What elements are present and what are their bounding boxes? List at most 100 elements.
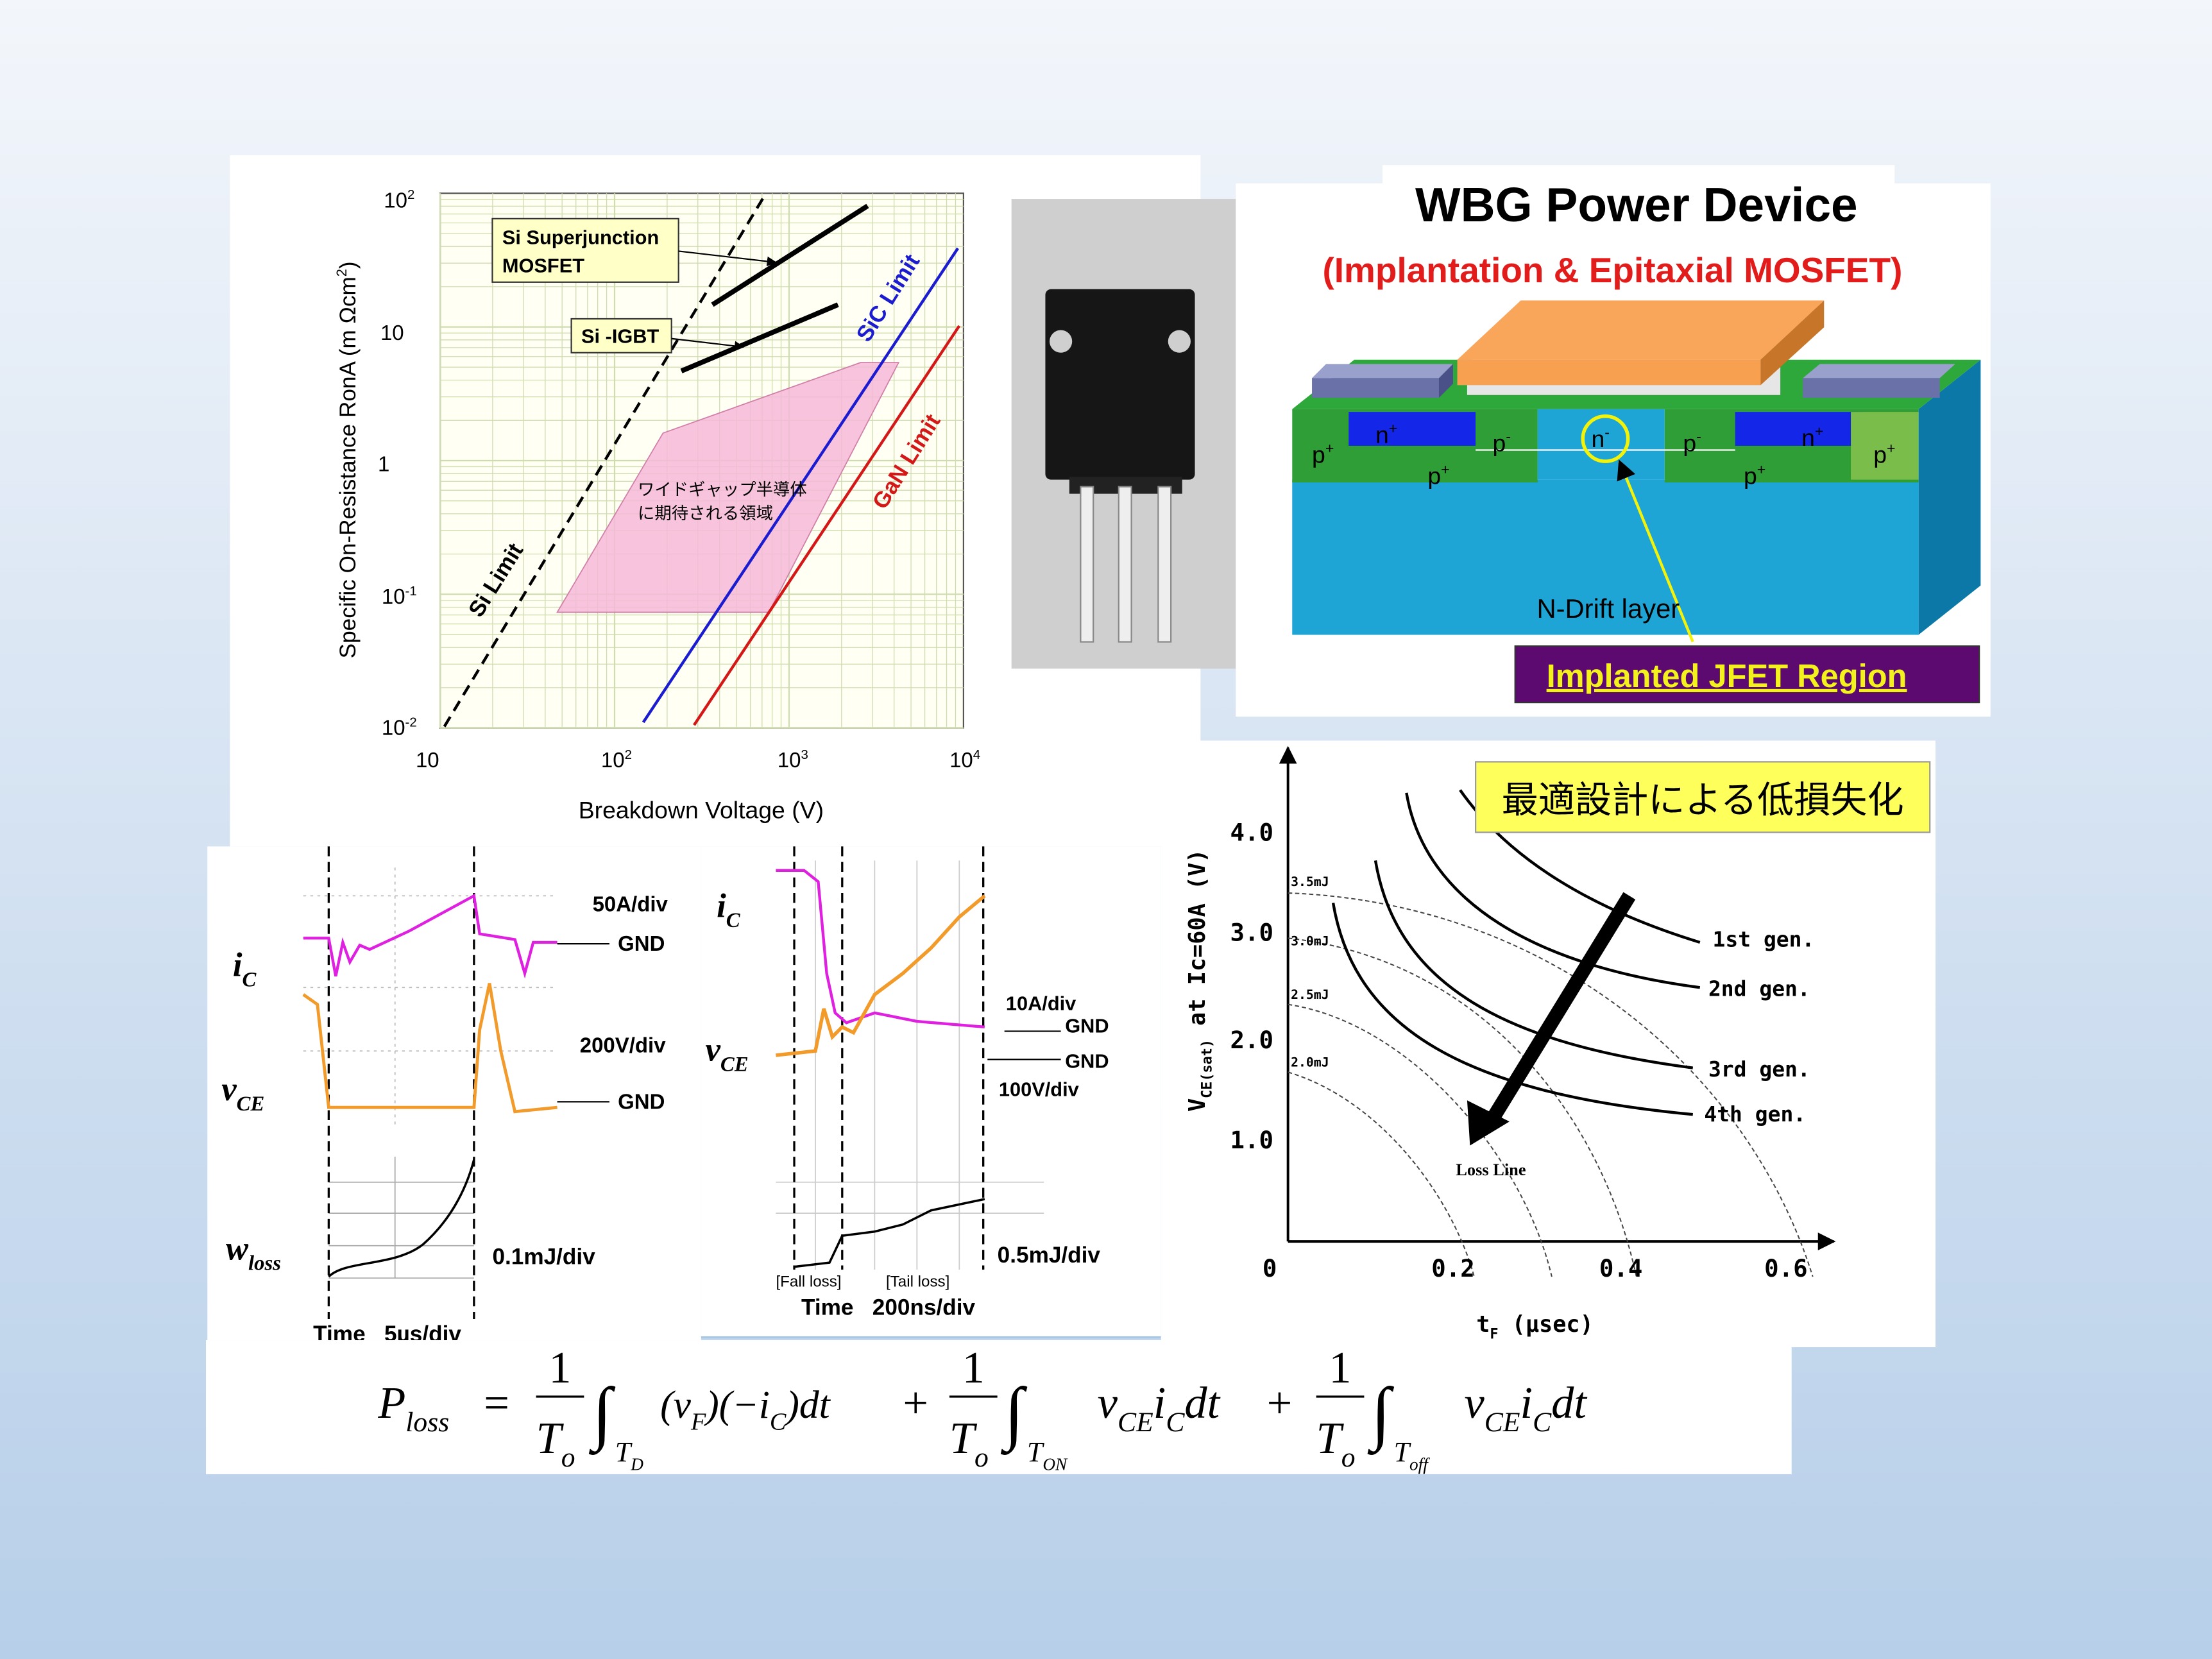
text-part: 10 (384, 188, 407, 212)
formula-term: 1 (962, 1343, 985, 1393)
text-part: 4 (973, 747, 980, 762)
region-label: n+ (1375, 420, 1397, 448)
annotation: Si Superjunction (502, 226, 659, 248)
text-part: -1 (405, 584, 417, 599)
energy-label: 3.0mJ (1291, 933, 1329, 948)
text-part: D (630, 1454, 643, 1474)
formula-term: vCEiCdt (1098, 1378, 1221, 1438)
text-part: 10 (601, 748, 625, 772)
text-part: p (1744, 462, 1757, 489)
text-part: p (1312, 441, 1325, 468)
annotation: [Tail loss] (886, 1273, 949, 1290)
region-label: p+ (1312, 439, 1334, 468)
signal-label: iC (233, 947, 257, 992)
text-part: CE (720, 1053, 749, 1076)
x-tick-label: 102 (601, 747, 632, 772)
text-part: C (242, 969, 257, 992)
formula-term: TD (615, 1436, 643, 1474)
y-tick-label: 2.0 (1230, 1026, 1274, 1054)
text-part: CE(sat) (1199, 1039, 1215, 1098)
formula-term: vCEiCdt (1465, 1378, 1588, 1438)
y-tick-label: 10-2 (382, 715, 417, 739)
waveform (794, 1198, 985, 1268)
formula-symbol: + (1267, 1378, 1293, 1428)
device-structure (1292, 300, 1981, 643)
region-label: p+ (1873, 439, 1895, 468)
arrow (671, 337, 745, 351)
text-part: 1 (378, 452, 389, 475)
series-label: 1st gen. (1713, 927, 1815, 952)
formula-term: To (1316, 1413, 1356, 1473)
panel (206, 1340, 1792, 1474)
text-part: + (1441, 461, 1450, 477)
formula-term: Ploss (377, 1378, 449, 1438)
scale-label: 10A/div (1006, 992, 1076, 1014)
scale-label: 50A/div (593, 892, 668, 916)
loss-curves (1288, 892, 1814, 1277)
wbg-region (556, 362, 900, 613)
text-part: v (1465, 1378, 1485, 1428)
waveform (303, 893, 557, 979)
y-tick-label: 1.0 (1230, 1126, 1274, 1154)
text-part: p (1493, 430, 1506, 457)
text-part: - (1696, 429, 1701, 445)
x-axis-label: Breakdown Voltage (V) (579, 796, 824, 823)
text-part: dt (1184, 1378, 1220, 1428)
formula: Ploss = 1 To ∫ TD (vF)(−iC)dt + 1 To ∫ T… (377, 1343, 1587, 1474)
x-tick-label: 103 (778, 747, 808, 772)
annotation: ワイドギャップ半導体 (638, 480, 807, 499)
text-part: t (1476, 1311, 1490, 1338)
text-part: T (1316, 1413, 1345, 1463)
text-part: T (949, 1413, 978, 1463)
panel (207, 846, 701, 1341)
text-part: - (1506, 429, 1511, 445)
text-part: ON (1042, 1454, 1068, 1474)
formula-term: To (536, 1413, 575, 1473)
waveform (776, 869, 985, 1029)
text-part: 10 (778, 748, 801, 772)
annotation: Loss Line (1456, 1160, 1526, 1179)
time-label: Time 200ns/div (801, 1295, 976, 1320)
scale-label: GND (618, 932, 665, 955)
x-tick-label: 0 (1263, 1254, 1277, 1282)
text-part: p (1427, 462, 1441, 489)
x-tick-label: 0.2 (1431, 1254, 1475, 1282)
text-part: i (233, 947, 242, 984)
text-part: 2 (625, 747, 632, 762)
text-part: p (1683, 430, 1696, 457)
text-part: T (1394, 1436, 1412, 1468)
gan-limit-line (693, 325, 961, 726)
text-part: (μsec) (1499, 1311, 1594, 1338)
formula-term: (vF)(−iC)dt (660, 1383, 831, 1435)
text-part: v (705, 1032, 720, 1069)
scale-label: 100V/div (999, 1078, 1079, 1101)
callout: Implanted JFET Region (1547, 658, 1907, 694)
text-part: )dt (784, 1383, 831, 1427)
label-box (491, 217, 679, 283)
text-part: off (1409, 1454, 1430, 1474)
sj-line (711, 203, 869, 307)
text-part: 10 (416, 748, 439, 772)
region-label: n- (1591, 424, 1610, 452)
text-part: i (1153, 1378, 1166, 1428)
title: WBG Power Device (1415, 178, 1858, 232)
subtitle: (Implantation & Epitaxial MOSFET) (1322, 250, 1902, 290)
callout: 最適設計による低損失化 (1502, 780, 1904, 821)
text-part: + (1389, 420, 1398, 437)
x-tick-label: 10 (416, 748, 439, 772)
text-part: CE (1118, 1407, 1153, 1438)
signal-label: wloss (226, 1230, 281, 1275)
panel (1161, 740, 1936, 1348)
region-label: n+ (1801, 423, 1823, 451)
text-part: 10 (949, 748, 973, 772)
text-part: P (377, 1378, 405, 1428)
text-part: 10 (382, 716, 405, 740)
text-part: v (1098, 1378, 1118, 1428)
waveform (302, 983, 557, 1114)
text-part: )(−i (704, 1383, 770, 1427)
text-part: T (536, 1413, 565, 1463)
y-axis-label: VCE(sat) at Ic=60A (V) (1184, 849, 1216, 1112)
text-part: at Ic=60A (V) (1184, 849, 1211, 1039)
scale-label: 0.1mJ/div (492, 1244, 595, 1269)
